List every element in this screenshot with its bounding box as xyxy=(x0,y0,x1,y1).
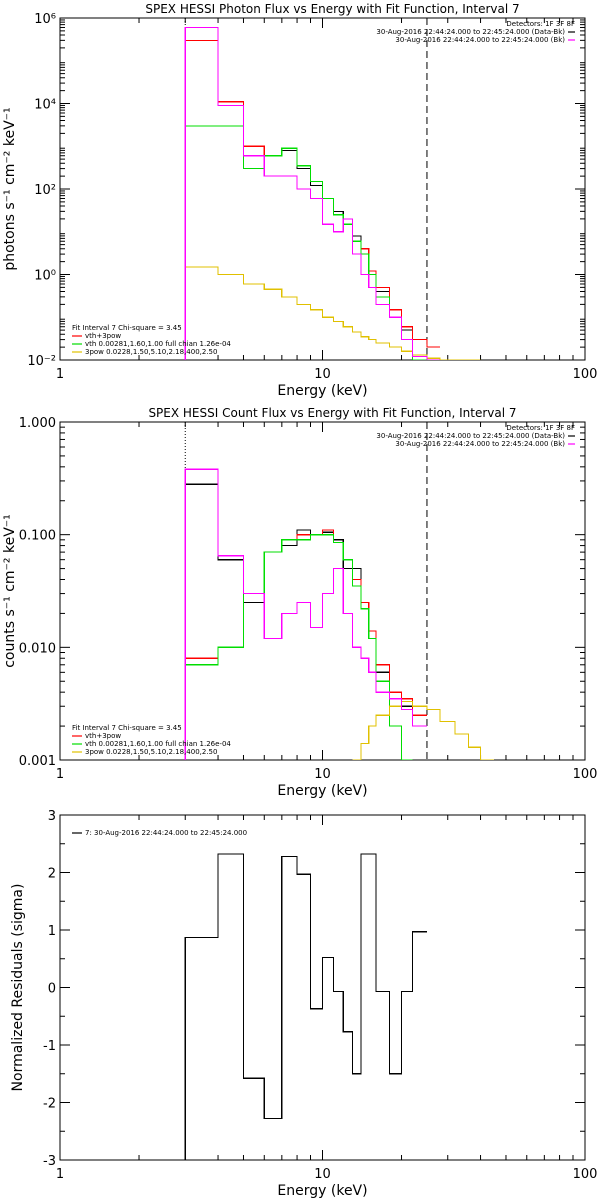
y-tick-label: 0 xyxy=(48,982,56,997)
y-tick-label: 1 xyxy=(48,924,56,939)
legend-top-entry: 30-Aug-2016 22:44:24.000 to 22:45:24.000… xyxy=(395,440,565,448)
y-tick-label: 10⁴ xyxy=(34,98,56,113)
y-tick-label: 10⁻² xyxy=(27,354,56,369)
y-tick-label: 0.010 xyxy=(19,641,56,656)
y-tick-label: 2 xyxy=(48,867,56,882)
y-tick-label: 10⁶ xyxy=(34,12,56,27)
legend-fit-header: Fit Interval 7 Chi-square = 3.45 xyxy=(72,724,182,732)
y-tick-label: 10² xyxy=(34,183,56,198)
legend-fit-entry: vth 0.00281,1.60,1.00 full chian 1.26e-0… xyxy=(85,340,231,348)
y-axis-label: Normalized Residuals (sigma) xyxy=(10,884,26,1092)
x-axis-label: Energy (keV) xyxy=(277,783,367,799)
series-7-30-aug-2016-22-44-24-000-to-22-45-24-000 xyxy=(184,853,427,1160)
x-tick-label: 10 xyxy=(314,767,331,782)
legend-fit-header: Fit Interval 7 Chi-square = 3.45 xyxy=(72,324,182,332)
series-group xyxy=(184,468,494,760)
y-axis-label: counts s⁻¹ cm⁻² keV⁻¹ xyxy=(2,514,18,668)
y-tick-label: -1 xyxy=(43,1039,56,1054)
series-vth xyxy=(184,534,413,760)
x-axis-label: Energy (keV) xyxy=(277,383,367,399)
y-axis-label: photons s⁻¹ cm⁻² keV⁻¹ xyxy=(2,107,18,270)
series-bk xyxy=(184,26,440,360)
series-group xyxy=(184,853,427,1160)
series-3pow xyxy=(184,266,481,360)
x-tick-label: 1 xyxy=(56,767,64,782)
series-data-bk xyxy=(184,483,427,760)
chart-panel-3: 1 10 100 -3 -2 -1 0 1 2 3 Energy (keV) Normalized R… xyxy=(10,809,597,1199)
x-tick-label: 100 xyxy=(573,1167,598,1182)
y-tick-label: 10⁰ xyxy=(34,269,56,284)
y-tick-label: 0.100 xyxy=(19,529,56,544)
series-bk xyxy=(184,468,427,760)
series-group xyxy=(184,26,481,360)
legend-top-entry: 30-Aug-2016 22:44:24.000 to 22:45:24.000… xyxy=(395,36,565,44)
y-tick-label: 0.001 xyxy=(19,754,56,769)
legend-fit-entry: vth 0.00281,1.60,1.00 full chian 1.26e-0… xyxy=(85,740,231,748)
x-tick-label: 1 xyxy=(56,367,64,382)
x-tick-label: 10 xyxy=(314,1167,331,1182)
legend-fit-entry: vth+3pow xyxy=(85,332,121,340)
legend-fit-entry: vth+3pow xyxy=(85,732,121,740)
x-tick-label: 100 xyxy=(573,767,598,782)
legend-top-entry: 30-Aug-2016 22:44:24.000 to 22:45:24.000… xyxy=(376,28,565,36)
x-tick-label: 100 xyxy=(573,367,598,382)
x-tick-label: 1 xyxy=(56,1167,64,1182)
legend-fit-entry: 3pow 0.0228,1.50,5.10,2.18,400,2.50 xyxy=(85,348,217,356)
legend-fit-entry: 3pow 0.0228,1.50,5.10,2.18,400,2.50 xyxy=(85,748,217,756)
y-tick-label: 1.000 xyxy=(19,416,56,431)
chart-title: SPEX HESSI Count Flux vs Energy with Fit… xyxy=(148,406,516,420)
plot-frame xyxy=(59,421,586,761)
chart-title: SPEX HESSI Photon Flux vs Energy with Fi… xyxy=(145,2,519,16)
y-tick-label: -2 xyxy=(43,1097,56,1112)
legend-detectors: Detectors: 1F 3F 8F xyxy=(506,20,575,28)
series-3pow xyxy=(352,701,494,760)
y-tick-label: 3 xyxy=(48,809,56,824)
y-tick-label: -3 xyxy=(43,1154,56,1169)
legend-entry: 7: 30-Aug-2016 22:44:24.000 to 22:45:24.… xyxy=(85,829,247,837)
x-tick-label: 10 xyxy=(314,367,331,382)
series-vth-3pow xyxy=(184,39,440,360)
chart-panel-1: SPEX HESSI Photon Flux vs Energy with Fi… xyxy=(2,2,597,399)
legend-detectors: Detectors: 1F 3F 8F xyxy=(506,424,575,432)
x-axis-label: Energy (keV) xyxy=(277,1183,367,1199)
legend-top-entry: 30-Aug-2016 22:44:24.000 to 22:45:24.000… xyxy=(376,432,565,440)
chart-panel-2: SPEX HESSI Count Flux vs Energy with Fit… xyxy=(2,406,597,799)
